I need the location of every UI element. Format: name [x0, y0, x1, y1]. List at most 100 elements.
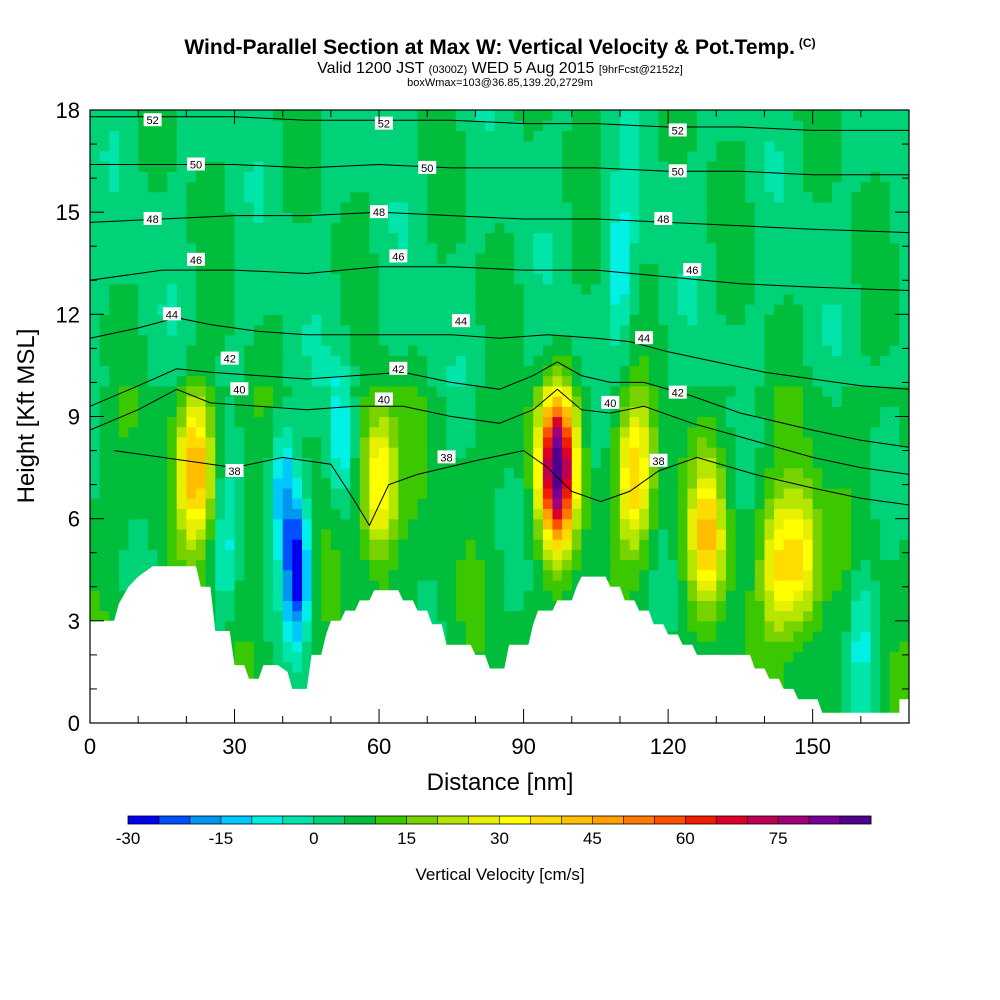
velocity-cell [234, 580, 245, 591]
velocity-cell [253, 191, 264, 203]
velocity-cell [436, 293, 448, 305]
velocity-cell [427, 528, 438, 540]
velocity-cell [793, 528, 804, 540]
velocity-cell [803, 263, 814, 274]
velocity-cell [215, 620, 226, 632]
box-max-info: boxWmax=103@36.85,139.20,2729m [407, 77, 593, 89]
velocity-cell [465, 304, 476, 315]
velocity-cell [571, 396, 582, 407]
velocity-cell [128, 201, 139, 213]
velocity-cell [99, 406, 110, 418]
velocity-cell [697, 304, 708, 315]
velocity-cell [408, 304, 419, 315]
velocity-cell [436, 528, 448, 540]
velocity-cell [870, 467, 881, 479]
velocity-cell [205, 396, 216, 407]
velocity-cell [485, 150, 496, 162]
velocity-cell [350, 498, 361, 509]
velocity-cell [157, 253, 168, 264]
velocity-cell [485, 447, 496, 458]
velocity-cell [302, 263, 313, 274]
velocity-cell [851, 549, 862, 561]
velocity-cell [224, 375, 236, 387]
velocity-cell [774, 671, 785, 683]
velocity-cell [388, 181, 399, 193]
velocity-cell [793, 488, 804, 499]
velocity-cell [282, 590, 293, 601]
velocity-cell [880, 304, 891, 315]
velocity-cell [774, 651, 785, 663]
velocity-cell [359, 242, 370, 254]
velocity-cell [648, 171, 659, 183]
velocity-cell [186, 222, 197, 234]
velocity-cell [128, 365, 139, 377]
velocity-cell [658, 590, 669, 601]
velocity-cell [128, 549, 139, 561]
velocity-cell [379, 447, 390, 458]
velocity-cell [118, 528, 130, 540]
velocity-cell [485, 488, 496, 499]
velocity-cell [639, 232, 650, 244]
velocity-cell [485, 590, 496, 601]
velocity-cell [157, 232, 168, 244]
velocity-cell [475, 253, 486, 264]
velocity-cell [706, 620, 717, 632]
velocity-cell [716, 590, 727, 601]
velocity-cell [99, 488, 110, 499]
velocity-cell [514, 201, 525, 213]
velocity-cell [716, 324, 727, 336]
velocity-cell [302, 120, 313, 131]
velocity-cell [783, 580, 794, 591]
velocity-cell [619, 447, 631, 458]
velocity-cell [90, 549, 101, 561]
velocity-cell [793, 171, 804, 183]
velocity-cell [754, 620, 765, 632]
velocity-cell [851, 508, 862, 520]
velocity-cell [215, 191, 226, 203]
velocity-cell [552, 365, 563, 377]
velocity-cell [677, 631, 688, 642]
velocity-cell [600, 191, 611, 203]
velocity-cell [436, 416, 448, 428]
velocity-cell [841, 140, 852, 152]
velocity-cell [494, 110, 505, 121]
velocity-cell [205, 334, 216, 346]
velocity-cell [697, 549, 708, 561]
velocity-cell [860, 253, 871, 264]
velocity-cell [128, 140, 139, 152]
velocity-cell [822, 324, 833, 336]
velocity-cell [99, 498, 110, 509]
velocity-cell [90, 447, 101, 458]
velocity-cell [687, 457, 698, 469]
velocity-cell [273, 120, 284, 131]
velocity-cell [350, 253, 361, 264]
velocity-cell [831, 150, 843, 162]
velocity-cell [514, 426, 525, 438]
velocity-cell [793, 334, 804, 346]
velocity-cell [745, 620, 756, 632]
velocity-cell [841, 528, 852, 540]
velocity-cell [167, 130, 178, 142]
velocity-cell [417, 528, 428, 540]
velocity-cell [456, 447, 467, 458]
velocity-cell [417, 426, 428, 438]
velocity-cell [803, 518, 814, 530]
velocity-cell [292, 130, 303, 142]
velocity-cell [263, 406, 274, 418]
velocity-cell [234, 263, 245, 274]
velocity-cell [205, 212, 216, 223]
velocity-cell [427, 508, 438, 520]
velocity-cell [754, 467, 765, 479]
velocity-cell [475, 365, 486, 377]
velocity-cell [359, 253, 370, 264]
velocity-cell [581, 406, 592, 418]
velocity-cell [128, 314, 139, 326]
velocity-cell [359, 161, 370, 172]
velocity-cell [302, 580, 313, 591]
velocity-cell [292, 161, 303, 172]
velocity-cell [273, 110, 284, 121]
velocity-cell [205, 263, 216, 274]
velocity-cell [552, 171, 563, 183]
velocity-cell [350, 191, 361, 203]
velocity-cell [215, 345, 226, 356]
